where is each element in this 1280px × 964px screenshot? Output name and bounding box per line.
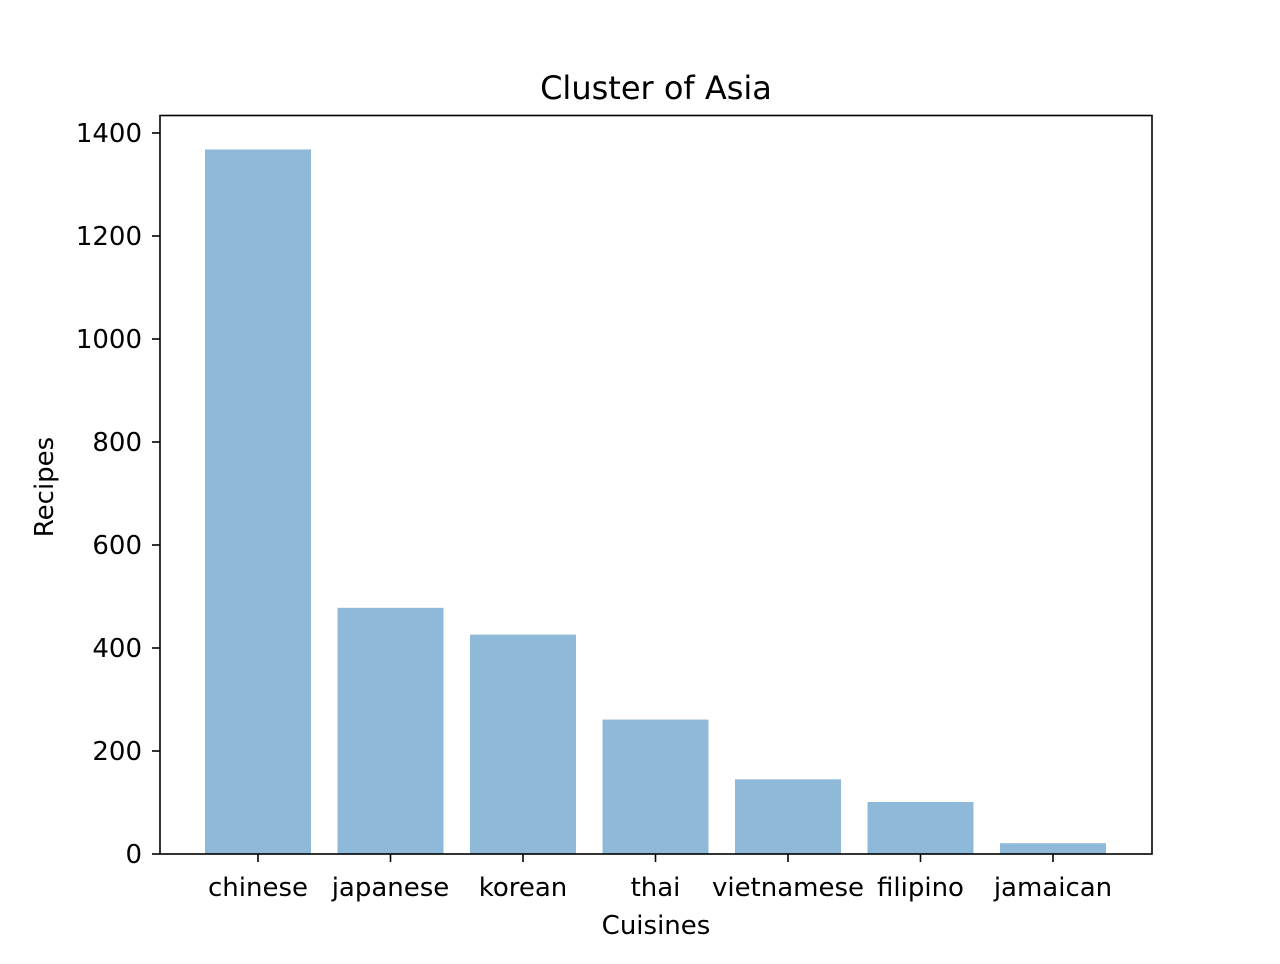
x-tick-label: jamaican [993, 873, 1112, 903]
chart-title: Cluster of Asia [540, 69, 772, 107]
x-tick-label: thai [631, 873, 681, 903]
bar-japanese [337, 607, 444, 854]
ticks-layer: chinese japanese korean thai vietnamese filip… [76, 119, 1112, 903]
y-tick-label: 600 [92, 531, 142, 561]
x-tick-label: korean [479, 873, 568, 903]
y-tick-label: 1200 [76, 222, 142, 252]
y-tick-label: 800 [92, 428, 142, 458]
plot-frame [159, 114, 1153, 855]
x-tick-label: chinese [208, 873, 308, 903]
x-tick-label: filipino [877, 873, 964, 903]
y-tick-label: 200 [92, 737, 142, 767]
bar-korean [470, 634, 576, 854]
y-tick-label: 0 [125, 840, 142, 870]
bar-thai [602, 719, 709, 854]
y-tick-label: 400 [92, 634, 142, 664]
bar-filipino [867, 801, 974, 854]
bar-vietnamese [735, 779, 841, 854]
bar-chinese [205, 149, 311, 855]
x-tick-label: japanese [331, 873, 450, 903]
y-tick-label: 1000 [76, 325, 142, 355]
bars-layer [205, 149, 1106, 855]
x-tick-label: vietnamese [712, 873, 864, 903]
bar-jamaican [1000, 843, 1106, 854]
y-tick-label: 1400 [76, 119, 142, 149]
x-axis-label: Cuisines [602, 911, 711, 941]
y-axis-label: Recipes [30, 437, 60, 537]
